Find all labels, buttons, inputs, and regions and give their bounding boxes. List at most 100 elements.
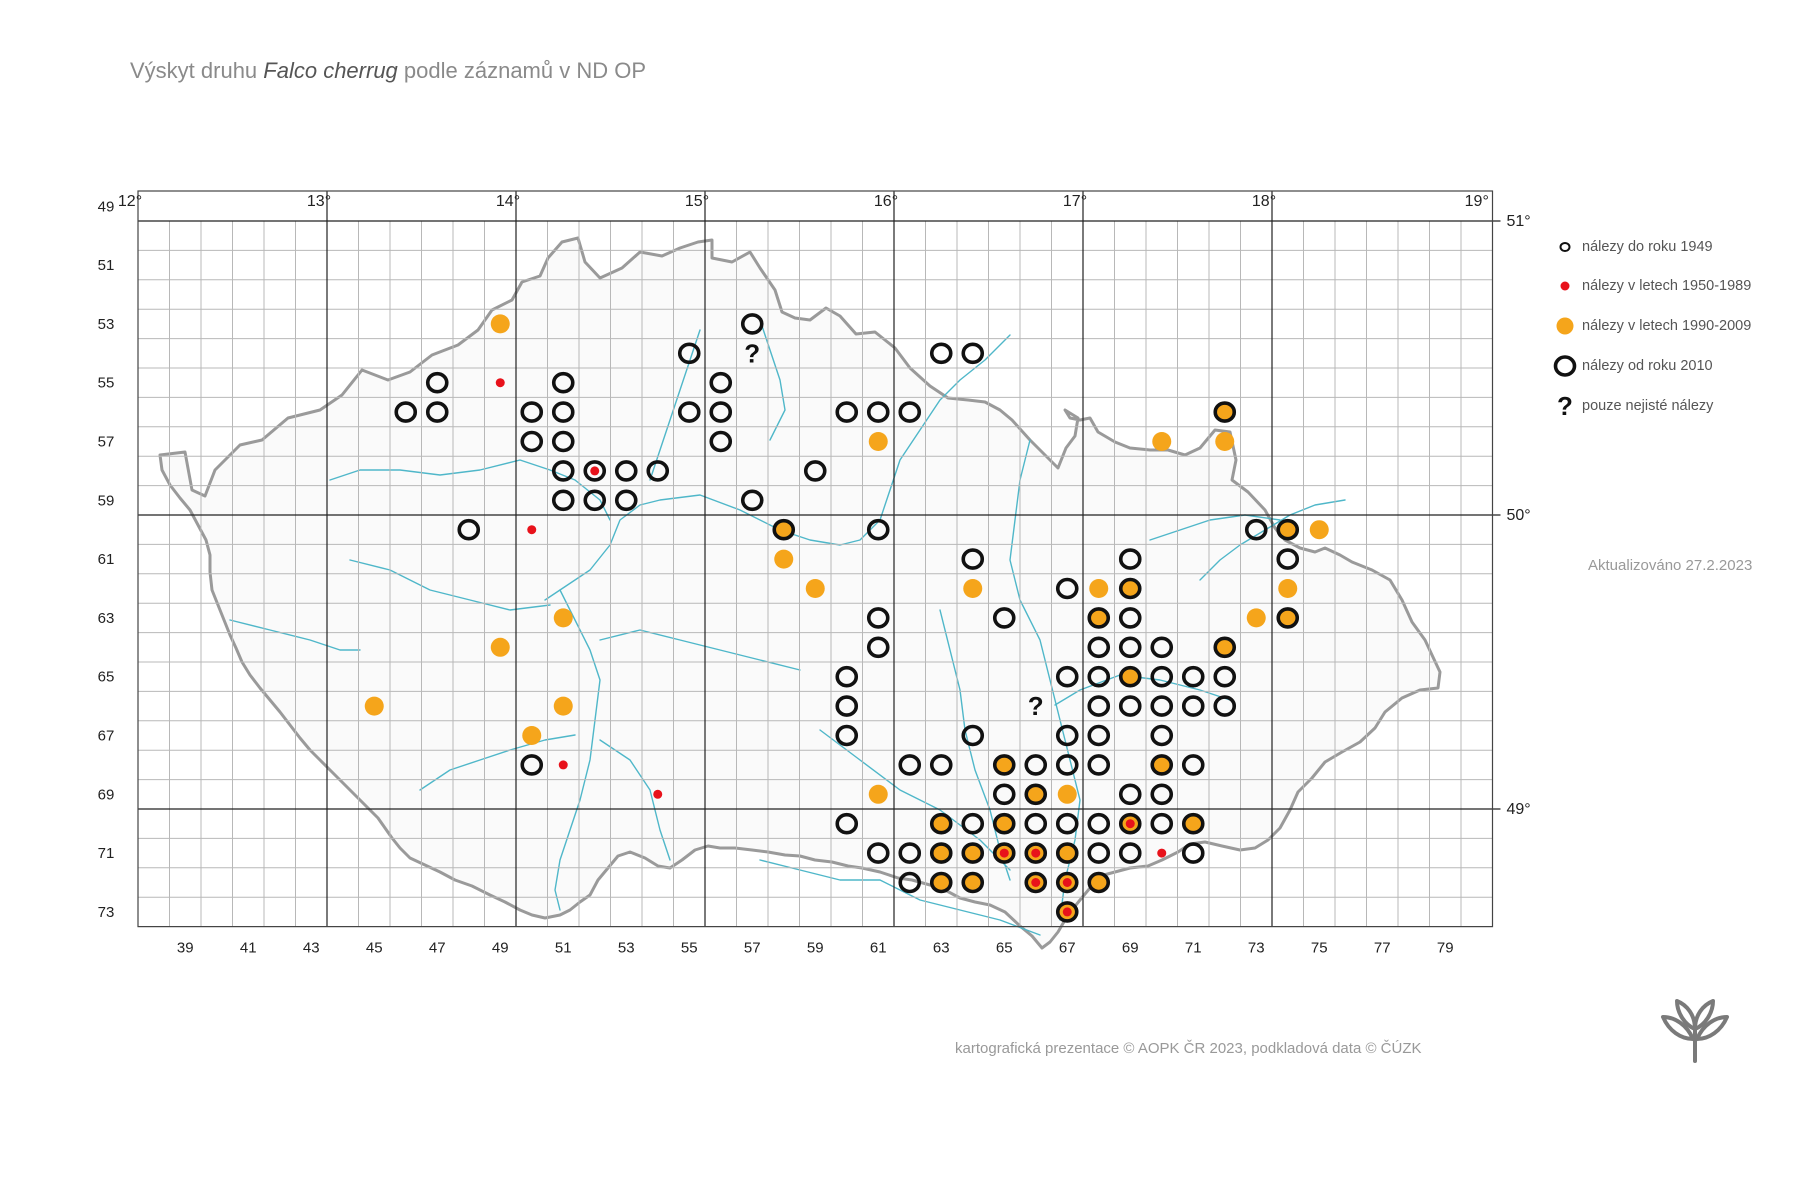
- black-ring: [1024, 812, 1048, 835]
- black-ring: [1150, 695, 1174, 717]
- occurrence-cell: [1181, 665, 1205, 688]
- row-label: 69: [98, 786, 115, 803]
- row-label: 71: [98, 845, 115, 862]
- black-ring: [1181, 842, 1205, 864]
- black-ring: [709, 371, 733, 394]
- orange-dot: [490, 314, 510, 334]
- orange-dot: [1026, 784, 1046, 804]
- occurrence-cell: [868, 784, 888, 804]
- occurrence-cell: [1150, 783, 1174, 806]
- black-ring: [614, 460, 638, 482]
- black-ring: [866, 842, 890, 864]
- column-label: 71: [1185, 940, 1202, 957]
- row-label: 65: [98, 669, 115, 686]
- occurrence-cell: [551, 489, 575, 512]
- occurrence-cell: [1055, 871, 1079, 894]
- black-ring: [614, 489, 638, 512]
- orange-dot: [1278, 520, 1298, 540]
- black-ring: [1150, 812, 1174, 835]
- column-label: 49: [492, 940, 509, 957]
- column-label: 75: [1311, 940, 1328, 957]
- occurrence-cell: [961, 342, 985, 365]
- row-label: 61: [98, 551, 115, 568]
- orange-dot: [774, 549, 794, 569]
- black-ring: [835, 812, 859, 835]
- red-dot-icon: [1560, 281, 1570, 291]
- black-ring: [740, 489, 764, 512]
- river-otava: [419, 734, 576, 791]
- black-ring: [803, 460, 827, 482]
- column-label: 61: [870, 940, 887, 957]
- black-ring: [929, 812, 953, 835]
- orange-dot: [994, 755, 1014, 775]
- orange-dot: [931, 873, 951, 892]
- orange-dot: [774, 520, 794, 540]
- black-ring: [1055, 871, 1079, 894]
- occurrence-cell: [1150, 812, 1174, 835]
- grid-frame: [137, 190, 1494, 928]
- longitude-label: 13°: [307, 193, 331, 210]
- occurrence-cell: [1213, 665, 1237, 688]
- legend-item-pre1949: nálezy do roku 1949: [1548, 234, 1713, 260]
- orange-dot: [868, 432, 888, 451]
- column-label: 79: [1437, 940, 1454, 957]
- title-prefix: Výskyt druhu: [130, 58, 264, 83]
- occurrence-cell: [835, 812, 859, 835]
- black-ring: [520, 401, 544, 423]
- column-label: 67: [1059, 940, 1076, 957]
- black-ring: [457, 518, 481, 541]
- column-label: 43: [303, 940, 320, 957]
- column-label: 65: [996, 940, 1013, 957]
- red-dot: [1062, 907, 1072, 917]
- river-vltava: [554, 589, 601, 911]
- occurrence-cell: [961, 724, 985, 747]
- occurrence-cell: [709, 430, 733, 453]
- black-ring: [1118, 577, 1142, 600]
- occurrence-cell: [1244, 518, 1268, 541]
- orange-dot: [1057, 843, 1077, 863]
- question-mark: ?: [1028, 691, 1044, 721]
- orange-dot: [963, 579, 983, 598]
- black-ring: [1118, 842, 1142, 864]
- black-ring: [583, 489, 607, 512]
- black-ring: [1150, 783, 1174, 806]
- black-ring: [1055, 724, 1079, 747]
- black-ring: [1150, 754, 1174, 776]
- latitude-label: 49°: [1507, 801, 1531, 818]
- river-dyje: [759, 859, 1041, 936]
- column-label: 63: [933, 940, 950, 957]
- occurrence-cell: [551, 401, 575, 423]
- black-ring: [1087, 842, 1111, 864]
- column-label: 45: [366, 940, 383, 957]
- occurrence-cell: [740, 489, 764, 512]
- black-ring: [1024, 842, 1048, 864]
- occurrence-cell: [1150, 665, 1174, 688]
- river-jizera: [649, 329, 701, 481]
- occurrence-cell: [1024, 754, 1048, 776]
- black-ring: [1024, 754, 1048, 776]
- orange-dot: [364, 696, 384, 716]
- occurrence-cell: [646, 460, 670, 482]
- legend-label-1990-2009: nálezy v letech 1990-2009: [1582, 318, 1752, 334]
- black-ring: [992, 842, 1016, 864]
- occurrence-cell: [1309, 520, 1329, 540]
- black-ring: [1087, 871, 1111, 894]
- black-ring: [1087, 695, 1111, 717]
- occurrence-cell: [553, 696, 573, 716]
- column-label: 57: [744, 940, 761, 957]
- occurrence-cell: [490, 637, 510, 657]
- occurrence-cell: [929, 871, 953, 894]
- occurrence-cell: [614, 460, 638, 482]
- black-ring: [961, 871, 985, 894]
- river-nisa: [759, 319, 786, 441]
- occurrence-cell: [1118, 607, 1142, 629]
- black-ring: [1181, 695, 1205, 717]
- black-ring: [551, 371, 575, 394]
- black-ring: [425, 401, 449, 423]
- occurrence-cell: [772, 518, 796, 541]
- red-dot: [1031, 848, 1041, 858]
- occurrence-cell: [774, 549, 794, 569]
- black-ring: [1276, 607, 1300, 629]
- occurrence-cell: [961, 812, 985, 835]
- red-dot: [495, 378, 505, 388]
